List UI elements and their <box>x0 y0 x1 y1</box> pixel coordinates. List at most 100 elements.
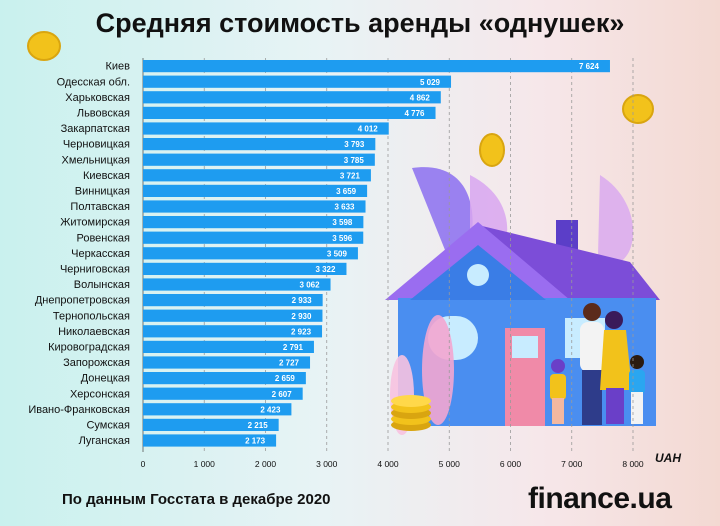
bar <box>143 184 368 197</box>
bar <box>143 403 292 416</box>
x-tick-label: 8 000 <box>622 459 644 469</box>
house-round-window <box>467 264 489 286</box>
value-label: 3 785 <box>344 156 365 165</box>
category-label: Волынская <box>74 279 130 291</box>
x-tick-label: 4 000 <box>377 459 399 469</box>
floating-coin <box>27 31 61 61</box>
decorative-leaf <box>598 175 634 262</box>
category-label: Черниговская <box>60 264 130 276</box>
bar <box>143 231 364 244</box>
bar <box>143 91 441 104</box>
chart-x-ticks: 0 1 000 2 000 3 000 4 000 5 000 6 000 7 000 8 00… <box>141 459 644 469</box>
value-label: 3 322 <box>315 265 336 274</box>
category-label: Киевская <box>83 170 130 182</box>
category-label: Черкасская <box>71 248 130 260</box>
category-label: Кировоградская <box>48 342 130 354</box>
bar <box>143 247 358 260</box>
x-tick-label: 0 <box>141 459 146 469</box>
person-boy-legs <box>631 392 643 424</box>
bar <box>143 200 366 213</box>
value-label: 7 624 <box>579 62 600 71</box>
category-label: Черновицкая <box>63 139 130 151</box>
category-label: Винницкая <box>75 186 130 198</box>
decorative-bush <box>422 315 454 425</box>
value-label: 2 727 <box>279 359 300 368</box>
category-label: Донецкая <box>81 373 130 385</box>
value-label: 3 062 <box>300 281 321 290</box>
value-label: 3 509 <box>327 249 348 258</box>
category-label: Житомирская <box>60 217 130 229</box>
x-tick-label: 1 000 <box>194 459 216 469</box>
bar <box>143 372 306 385</box>
bar <box>143 309 323 322</box>
person-boy-head <box>630 355 644 369</box>
person-mother-head <box>605 311 623 329</box>
chart-value-labels: 7 624 5 029 4 862 4 776 4 012 3 793 3 785 3 721… <box>245 62 599 445</box>
person-girl-head <box>551 359 565 373</box>
chart-bars <box>143 60 610 447</box>
person-father-legs <box>582 370 602 425</box>
bar <box>143 75 452 88</box>
category-label: Львовская <box>77 108 130 120</box>
bar <box>143 356 311 369</box>
category-label: Ровенская <box>76 232 130 244</box>
bar <box>143 278 331 291</box>
chart-category-labels: Киев Одесская обл. Харьковская Львовская Зак… <box>28 61 130 447</box>
category-label: Харьковская <box>65 92 130 104</box>
bar <box>143 60 610 73</box>
x-tick-label: 2 000 <box>255 459 277 469</box>
bar <box>143 216 364 229</box>
floating-coin <box>622 94 654 124</box>
x-tick-label: 5 000 <box>439 459 461 469</box>
x-tick-label: 6 000 <box>500 459 522 469</box>
bar <box>143 169 371 182</box>
house-door-window <box>512 336 538 358</box>
person-girl-body <box>550 374 566 400</box>
coin-stack <box>391 395 431 431</box>
floating-coin <box>479 133 505 167</box>
value-label: 3 721 <box>340 171 361 180</box>
category-label: Хмельницкая <box>62 154 130 166</box>
value-label: 3 596 <box>332 234 353 243</box>
person-mother-legs <box>606 388 624 424</box>
person-father-head <box>583 303 601 321</box>
category-label: Запорожская <box>63 357 130 369</box>
category-label: Херсонская <box>70 388 130 400</box>
source-note: По данным Госстата в декабре 2020 <box>62 491 331 508</box>
value-label: 2 215 <box>248 421 269 430</box>
bar <box>143 340 314 353</box>
unit-label: UAH <box>655 451 681 465</box>
bar <box>143 153 375 166</box>
category-label: Днепропетровская <box>35 295 130 307</box>
value-label: 2 607 <box>272 390 293 399</box>
value-label: 3 793 <box>344 140 365 149</box>
value-label: 2 933 <box>292 296 313 305</box>
value-label: 4 862 <box>410 93 431 102</box>
bar <box>143 106 436 119</box>
person-mother-body <box>600 330 632 390</box>
bar <box>143 434 277 447</box>
value-label: 2 659 <box>275 374 296 383</box>
category-label: Закарпатская <box>61 123 130 135</box>
bar <box>143 138 376 151</box>
category-label: Сумская <box>86 420 130 432</box>
value-label: 2 930 <box>291 312 312 321</box>
brand-logo: finance.ua <box>528 482 672 515</box>
x-tick-label: 7 000 <box>561 459 583 469</box>
value-label: 2 423 <box>260 405 281 414</box>
value-label: 4 012 <box>358 125 379 134</box>
bar <box>143 387 303 400</box>
category-label: Николаевская <box>58 326 130 338</box>
bar <box>143 325 323 338</box>
bar <box>143 294 323 307</box>
bar <box>143 122 389 135</box>
category-label: Ивано-Франковская <box>28 404 130 416</box>
category-label: Киев <box>105 61 130 73</box>
decorative-leaf <box>412 167 473 250</box>
value-label: 2 791 <box>283 343 304 352</box>
value-label: 4 776 <box>404 109 425 118</box>
category-label: Тернопольская <box>53 310 130 322</box>
bar <box>143 418 279 431</box>
